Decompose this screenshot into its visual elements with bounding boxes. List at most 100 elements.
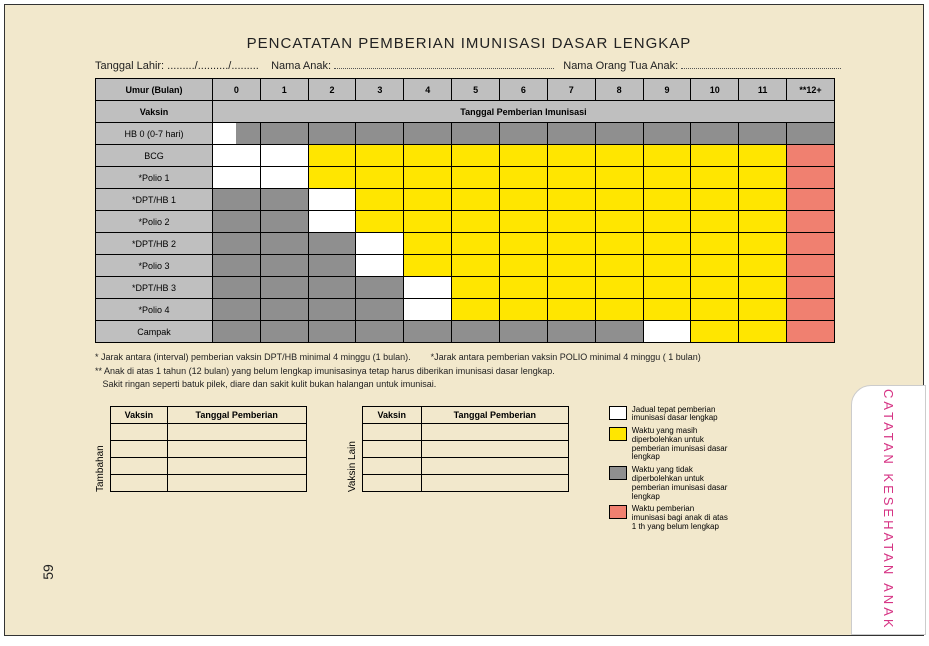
schedule-cell (787, 145, 835, 167)
schedule-cell (356, 255, 404, 277)
immunization-schedule-table: Umur (Bulan)01234567891011**12+VaksinTan… (95, 78, 835, 343)
additional-table-wrap: Tambahan VaksinTanggal Pemberian (95, 406, 307, 492)
schedule-cell (547, 145, 595, 167)
schedule-cell (260, 145, 308, 167)
schedule-cell (452, 299, 500, 321)
schedule-cell (452, 123, 500, 145)
vaccine-name: *Polio 1 (96, 167, 213, 189)
schedule-cell (212, 167, 260, 189)
schedule-cell (308, 145, 356, 167)
schedule-cell (500, 145, 548, 167)
schedule-cell (787, 299, 835, 321)
schedule-cell (595, 277, 643, 299)
month-header: 0 (212, 79, 260, 101)
schedule-header: Tanggal Pemberian Imunisasi (212, 101, 834, 123)
mini-date-header: Tanggal Pemberian (421, 406, 568, 423)
note-1: * Jarak antara (interval) pemberian vaks… (95, 352, 411, 362)
schedule-cell (643, 255, 691, 277)
legend-white-text: Jadual tepat pemberian imunisasi dasar l… (632, 406, 729, 424)
parent-name-line (681, 68, 841, 69)
schedule-cell (404, 299, 452, 321)
tab-label: CATATAN KESEHATAN ANAK (881, 389, 896, 631)
birth-date-label: Tanggal Lahir: ........./........../....… (95, 60, 259, 72)
mini-cell (167, 457, 306, 474)
other-vaccine-table-wrap: Vaksin Lain VaksinTanggal Pemberian (347, 406, 569, 492)
schedule-cell (260, 189, 308, 211)
page: PENCATATAN PEMBERIAN IMUNISASI DASAR LEN… (4, 4, 924, 636)
mini-cell (111, 474, 168, 491)
schedule-cell (595, 211, 643, 233)
schedule-cell (691, 233, 739, 255)
schedule-cell (691, 255, 739, 277)
vaccine-name: BCG (96, 145, 213, 167)
schedule-cell (739, 233, 787, 255)
schedule-cell (787, 321, 835, 343)
additional-table: VaksinTanggal Pemberian (110, 406, 307, 492)
schedule-cell (595, 189, 643, 211)
mini-date-header: Tanggal Pemberian (167, 406, 306, 423)
vaccine-name: *Polio 3 (96, 255, 213, 277)
schedule-cell (260, 233, 308, 255)
schedule-cell (739, 123, 787, 145)
legend-salmon: Waktu pemberian imunisasi bagi anak di a… (609, 505, 729, 531)
schedule-cell (452, 189, 500, 211)
month-header: 11 (739, 79, 787, 101)
schedule-cell (356, 277, 404, 299)
schedule-cell (691, 321, 739, 343)
mini-cell (111, 457, 168, 474)
schedule-cell (356, 299, 404, 321)
swatch-gray (609, 466, 627, 480)
legend-yellow: Waktu yang masih diperbolehkan untuk pem… (609, 427, 729, 462)
schedule-cell (308, 233, 356, 255)
schedule-cell (547, 189, 595, 211)
note-3: ** Anak di atas 1 tahun (12 bulan) yang … (95, 366, 555, 376)
schedule-cell (500, 189, 548, 211)
parent-name-label: Nama Orang Tua Anak: (563, 60, 678, 72)
schedule-cell (500, 277, 548, 299)
section-tab: CATATAN KESEHATAN ANAK (851, 385, 926, 635)
schedule-cell (643, 321, 691, 343)
schedule-cell (404, 167, 452, 189)
vaccine-name: *DPT/HB 2 (96, 233, 213, 255)
schedule-cell (404, 255, 452, 277)
schedule-cell (308, 255, 356, 277)
schedule-cell (595, 299, 643, 321)
schedule-cell (356, 145, 404, 167)
schedule-cell (452, 167, 500, 189)
schedule-cell (739, 277, 787, 299)
vaccine-name: *DPT/HB 1 (96, 189, 213, 211)
schedule-cell (452, 255, 500, 277)
schedule-cell (404, 189, 452, 211)
legend-salmon-text: Waktu pemberian imunisasi bagi anak di a… (632, 505, 729, 531)
month-header: 9 (643, 79, 691, 101)
schedule-cell (643, 145, 691, 167)
schedule-cell (212, 299, 260, 321)
schedule-cell (500, 211, 548, 233)
legend: Jadual tepat pemberian imunisasi dasar l… (609, 406, 843, 532)
schedule-cell (643, 233, 691, 255)
vaccine-name: Campak (96, 321, 213, 343)
schedule-cell (404, 145, 452, 167)
schedule-cell (595, 321, 643, 343)
mini-vaccine-header: Vaksin (362, 406, 421, 423)
schedule-cell (691, 211, 739, 233)
bottom-row: Tambahan VaksinTanggal Pemberian Vaksin … (95, 406, 843, 532)
schedule-cell (356, 321, 404, 343)
schedule-cell (452, 277, 500, 299)
schedule-cell (356, 233, 404, 255)
schedule-cell (739, 321, 787, 343)
schedule-cell (691, 277, 739, 299)
schedule-cell (595, 123, 643, 145)
schedule-cell (691, 167, 739, 189)
schedule-cell (787, 123, 835, 145)
schedule-cell (595, 233, 643, 255)
mini-cell (362, 474, 421, 491)
schedule-cell (308, 299, 356, 321)
note-4: Sakit ringan seperti batuk pilek, diare … (103, 379, 437, 389)
other-vaccine-table: VaksinTanggal Pemberian (362, 406, 569, 492)
schedule-cell (452, 145, 500, 167)
schedule-cell (404, 321, 452, 343)
notes: * Jarak antara (interval) pemberian vaks… (95, 351, 843, 392)
schedule-cell (308, 321, 356, 343)
mini-cell (111, 423, 168, 440)
